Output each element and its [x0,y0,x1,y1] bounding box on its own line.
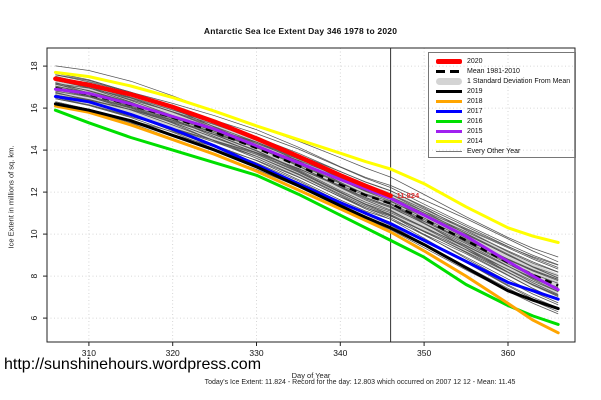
legend-swatch-thin-line [436,151,462,153]
series-line-2018 [53,104,560,335]
day-extent-annotation: 11.824 [396,190,420,200]
legend-label: 2018 [467,97,483,105]
legend-swatch-line [436,130,462,134]
mean-line [55,86,559,287]
series-line-2017 [53,95,560,301]
series-line-2016 [53,108,560,326]
legend-swatch-thick-line [436,58,462,64]
legend-swatch-line [436,89,462,93]
series-line-2014 [53,70,560,244]
legend-item: 2018 [436,96,575,106]
series-line-2015 [53,87,560,292]
legend-label: 2016 [467,118,483,126]
legend-item: Mean 1981-2010 [436,66,575,76]
legend-item: 2017 [436,106,575,116]
website-url-text: http://sunshinehours.wordpress.com [4,356,262,373]
legend-item: 2016 [436,117,575,127]
legend-label: 2020 [467,57,483,65]
legend-swatch-line [436,120,462,124]
y-tick-label: 10 [29,229,39,239]
x-axis-label: Day of Year [291,371,331,380]
legend-label: 2014 [467,138,483,146]
x-tick-label: 360 [501,348,515,358]
legend-swatch-line [436,140,462,144]
y-axis-label: Ice Extent in millions of sq. km. [6,145,16,249]
y-tick-label: 18 [29,61,39,71]
legend-swatch-line [436,99,462,103]
legend-item: 2015 [436,127,575,137]
legend-label: 2017 [467,108,483,116]
x-tick-label: 310 [82,348,96,358]
legend-item: 2020 [436,56,575,66]
series-line-2019 [53,102,560,311]
x-tick-label: 330 [249,348,263,358]
y-tick-label: 12 [29,187,39,197]
footer-stats-text: Today's Ice Extent: 11.824 - Record for … [204,379,516,386]
legend-label: Mean 1981-2010 [467,67,520,75]
y-tick-label: 6 [29,315,39,320]
legend-label: 2019 [467,87,483,95]
legend-item: 2014 [436,137,575,147]
x-tick-label: 320 [166,348,180,358]
plot-box [46,47,576,343]
axis-ticks: 310 320 330 340 350 360 6 8 10 12 14 16 18 [29,61,515,358]
y-tick-label: 16 [29,103,39,113]
legend-label: 1 Standard Deviation From Mean [467,77,571,85]
legend-swatch-band [436,77,462,85]
legend-swatch-line [436,110,462,114]
legend-item: Every Other Year [436,147,575,157]
legend-label: 2015 [467,128,483,136]
legend: 2020 Mean 1981-2010 1 Standard Deviation F… [428,52,576,158]
x-tick-label: 350 [417,348,431,358]
y-tick-label: 8 [29,273,39,278]
legend-label: Every Other Year [467,148,521,156]
legend-swatch-dashed-line [436,69,462,73]
legend-item: 1 Standard Deviation From Mean [436,76,575,86]
chart-title: Antarctic Sea Ice Extent Day 346 1978 to… [203,26,398,36]
x-tick-label: 340 [333,348,347,358]
legend-item: 2019 [436,86,575,96]
y-tick-label: 14 [29,145,39,155]
series-line-2020 [53,76,393,199]
